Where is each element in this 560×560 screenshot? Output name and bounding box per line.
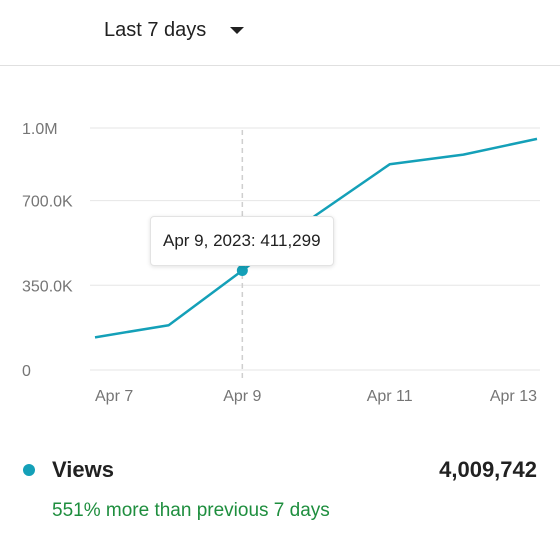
y-tick-label: 350.0K <box>22 278 73 295</box>
series-line-views[interactable] <box>94 137 538 339</box>
views-line-chart: 0 350.0K 700.0K 1.0M Apr 7 Apr 9 Apr 11 Apr 13 <box>22 121 540 405</box>
chart-grid <box>90 127 540 371</box>
comparison-text: 551% more than previous 7 days <box>52 500 330 521</box>
x-axis-labels: Apr 7 Apr 9 Apr 11 Apr 13 <box>95 388 537 405</box>
y-tick-label: 700.0K <box>22 194 73 211</box>
series-dot-icon <box>23 464 35 476</box>
date-range-label: Last 7 days <box>104 18 207 41</box>
x-tick-label: Apr 11 <box>367 388 413 405</box>
chart-tooltip: Apr 9, 2023: 411,299 <box>150 216 334 266</box>
top-bar: Last 7 days <box>0 0 560 66</box>
x-tick-label: Apr 7 <box>95 388 133 405</box>
highlighted-data-point[interactable] <box>236 264 248 276</box>
x-tick-label: Apr 13 <box>490 388 537 405</box>
legend-total-value: 4,009,742 <box>439 457 537 482</box>
dropdown-arrow-icon <box>230 26 245 34</box>
x-tick-label: Apr 9 <box>223 388 261 405</box>
y-tick-label: 0 <box>22 363 31 380</box>
y-tick-label: 1.0M <box>22 121 58 138</box>
date-range-dropdown[interactable]: Last 7 days <box>88 10 260 50</box>
y-axis-labels: 0 350.0K 700.0K 1.0M <box>22 121 73 380</box>
data-points <box>236 264 248 276</box>
legend-row[interactable]: Views 4,009,742 <box>0 450 560 490</box>
legend-series-name: Views <box>52 457 114 482</box>
